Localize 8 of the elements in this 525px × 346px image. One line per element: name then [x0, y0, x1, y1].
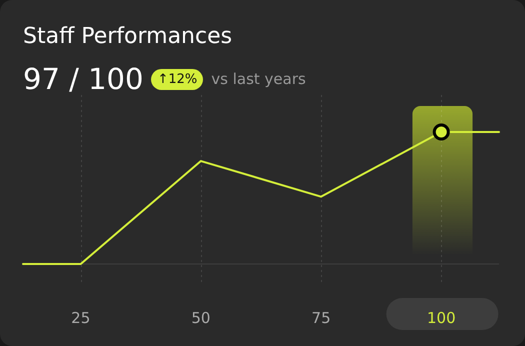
text: 97 / 100	[23, 62, 144, 96]
x-tick-label: 75	[312, 308, 331, 327]
x-tick-label: 100	[426, 308, 456, 327]
x-tick-label: 25	[71, 308, 90, 327]
chart-title: Staff Performances	[23, 24, 232, 49]
x-tick-label: 50	[191, 308, 210, 327]
text: ↑12%	[151, 68, 204, 90]
text: vs last years	[211, 70, 306, 88]
